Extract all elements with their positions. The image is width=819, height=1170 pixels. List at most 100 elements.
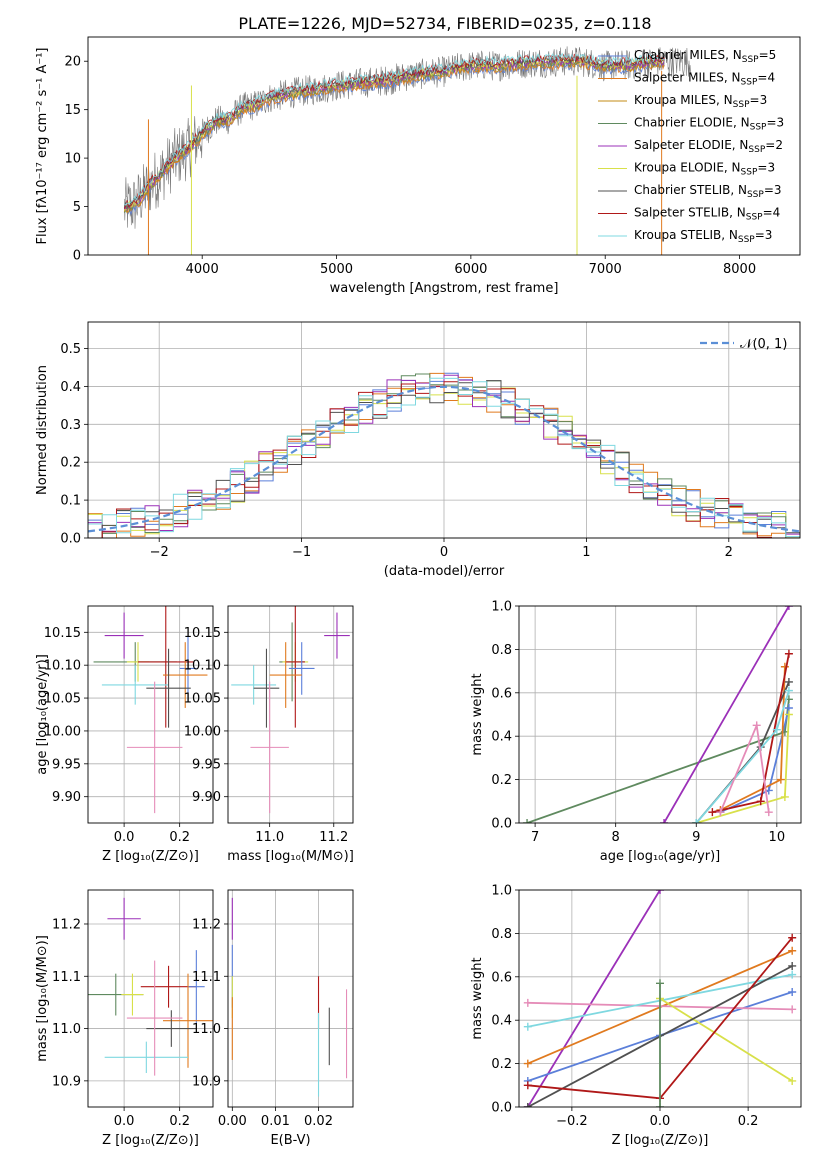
x-tick-label: 0	[440, 545, 448, 560]
legend-label: Kroupa MILES, NSSP=3	[634, 93, 767, 110]
axes-frame	[227, 605, 354, 824]
spectrum-model-line	[123, 58, 665, 214]
weight-line	[527, 890, 661, 1107]
age-vs-metallicity-panel: 0.0 0.2 9.90 9.95 10.00 10.05 10.10 10.15 Z [log…	[35, 605, 214, 864]
legend-label: Chabrier MILES, NSSP=5	[634, 48, 776, 65]
y-tick-label: 0.0	[60, 532, 81, 547]
weight-marker	[784, 686, 793, 695]
legend-subscript: SSP	[750, 123, 767, 133]
legend-label: 𝒩(0, 1)	[740, 337, 787, 352]
y-tick-label: 20	[64, 55, 81, 70]
normal-curve	[88, 385, 800, 533]
legend-value: =2	[765, 138, 783, 152]
x-tick-label: 0.01	[261, 1114, 290, 1129]
x-tick-label: 7	[531, 830, 539, 845]
y-tick-label: 10.15	[184, 626, 221, 641]
legend-label: Salpeter ELODIE, NSSP=2	[634, 138, 783, 155]
x-tick-label: 2	[725, 545, 733, 560]
x-tick-label: 0.02	[304, 1114, 333, 1129]
x-axis-label: E(B-V)	[270, 1133, 310, 1148]
y-tick-label: 0.5	[60, 342, 81, 357]
weight-marker	[788, 933, 797, 942]
spectrum-model-line	[123, 58, 665, 214]
axes-frame	[227, 889, 354, 1108]
mass-vs-ebv-panel: 0.00 0.01 0.02 10.9 11.0 11.1 11.2 E(B-V)	[192, 889, 354, 1148]
weight-marker	[756, 797, 765, 806]
y-tick-label: 1.0	[491, 884, 512, 899]
y-tick-label: 0.8	[491, 643, 512, 658]
y-tick-label: 11.1	[192, 970, 221, 985]
weight-line	[659, 997, 793, 1082]
y-tick-label: 9.95	[52, 757, 81, 772]
histogram-step	[88, 377, 800, 538]
y-tick-label: 9.95	[192, 757, 221, 772]
legend-label: Kroupa STELIB, NSSP=3	[634, 228, 772, 245]
y-tick-label: 0.1	[60, 494, 81, 509]
x-axis-label: age [log₁₀(age/yr)]	[600, 849, 721, 864]
x-tick-label: 0.00	[218, 1114, 247, 1129]
x-tick-label: 11.2	[319, 830, 348, 845]
x-tick-label: 0.0	[114, 1114, 135, 1129]
axes-frame	[87, 605, 214, 824]
x-tick-label: 0.2	[169, 830, 190, 845]
axes-frame	[87, 321, 801, 539]
weight-marker	[523, 1059, 532, 1068]
y-tick-label: 1.0	[491, 600, 512, 615]
x-tick-label: 11.0	[255, 830, 284, 845]
legend-value: =3	[750, 93, 768, 107]
mass-vs-metallicity-panel: 0.0 0.2 10.9 11.0 11.1 11.2 Z [log₁₀(Z/Z⊙)] mas…	[35, 889, 214, 1148]
legend-label: Kroupa ELODIE, NSSP=3	[634, 161, 775, 178]
weight-marker	[656, 890, 664, 894]
y-tick-label: 10.00	[184, 724, 221, 739]
axes-frame	[518, 889, 802, 1108]
weight-marker	[523, 1103, 532, 1107]
y-tick-label: 0.0	[491, 1101, 512, 1116]
age-vs-mass-panel: 11.0 11.2 9.90 9.95 10.00 10.05 10.10 10.15 mass…	[184, 605, 354, 864]
axes-frame	[87, 889, 214, 1108]
x-tick-label: −1	[292, 545, 311, 560]
weight-marker	[788, 946, 797, 955]
legend-value: =3	[755, 228, 773, 242]
y-tick-label: 0.4	[60, 380, 81, 395]
x-tick-label: 0.2	[169, 1114, 190, 1129]
y-tick-label: 0.4	[491, 1014, 512, 1029]
spectrum-title: PLATE=1226, MJD=52734, FIBERID=0235, z=0…	[238, 14, 651, 33]
y-tick-label: 10.10	[44, 659, 81, 674]
weight-marker	[692, 819, 701, 823]
y-tick-label: 10.15	[44, 626, 81, 641]
legend-value: =3	[764, 183, 782, 197]
weight-marker	[656, 979, 664, 988]
y-axis-label: mass weight	[470, 957, 485, 1039]
x-axis-label: wavelength [Angstrom, rest frame]	[330, 281, 559, 296]
axes-frame	[518, 605, 802, 824]
legend-subscript: SSP	[742, 55, 759, 65]
y-axis-label: Normed distribution	[35, 365, 50, 495]
x-tick-label: −0.2	[556, 1114, 588, 1129]
legend-value: =4	[763, 206, 781, 220]
legend-value: =5	[759, 48, 777, 62]
y-tick-label: 15	[64, 103, 81, 118]
y-tick-label: 11.0	[192, 1022, 221, 1037]
x-axis-label: Z [log₁₀(Z/Z⊙)]	[102, 849, 199, 864]
legend-value: =4	[757, 71, 775, 85]
y-tick-label: 9.90	[192, 790, 221, 805]
y-tick-label: 11.0	[52, 1022, 81, 1037]
spectrum-model-line	[123, 62, 665, 216]
x-tick-label: 8	[612, 830, 620, 845]
legend-subscript: SSP	[748, 145, 765, 155]
x-tick-label: 6000	[454, 262, 487, 277]
legend-label: Salpeter STELIB, NSSP=4	[634, 206, 780, 223]
y-tick-label: 11.2	[192, 917, 221, 932]
x-axis-label: Z [log₁₀(Z/Z⊙)]	[612, 1133, 709, 1148]
legend-subscript: SSP	[746, 213, 763, 223]
weight-marker	[716, 808, 725, 817]
y-tick-label: 5	[73, 200, 81, 215]
weight-marker	[660, 819, 669, 823]
legend-value: =3	[757, 161, 775, 175]
y-axis-label: Flux [fλ10⁻¹⁷ erg cm⁻² s⁻¹ A⁻¹]	[35, 48, 50, 245]
legend-subscript: SSP	[741, 78, 758, 88]
legend-subscript: SSP	[738, 235, 755, 245]
axes-frame	[87, 36, 801, 256]
x-tick-label: 5000	[320, 262, 353, 277]
spectrum-model-line	[123, 52, 665, 210]
